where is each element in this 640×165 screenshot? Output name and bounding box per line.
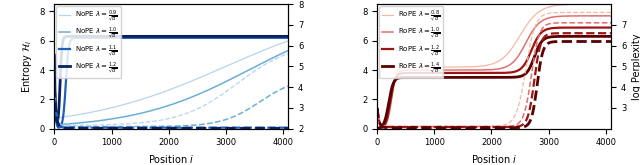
Legend: NoPE $\lambda = \frac{0.9}{\sqrt{d}}$, NoPE $\lambda = \frac{1.0}{\sqrt{d}}$, No: NoPE $\lambda = \frac{0.9}{\sqrt{d}}$, N… bbox=[56, 6, 121, 78]
Legend: RoPE $\lambda = \frac{0.8}{\sqrt{d}}$, RoPE $\lambda = \frac{1.0}{\sqrt{d}}$, Ro: RoPE $\lambda = \frac{0.8}{\sqrt{d}}$, R… bbox=[380, 6, 444, 78]
Y-axis label: log Perplexity: log Perplexity bbox=[632, 33, 640, 100]
Y-axis label: Entropy $\mathcal{H}_i$: Entropy $\mathcal{H}_i$ bbox=[20, 40, 34, 93]
X-axis label: Position $i$: Position $i$ bbox=[471, 153, 517, 165]
X-axis label: Position $i$: Position $i$ bbox=[148, 153, 195, 165]
